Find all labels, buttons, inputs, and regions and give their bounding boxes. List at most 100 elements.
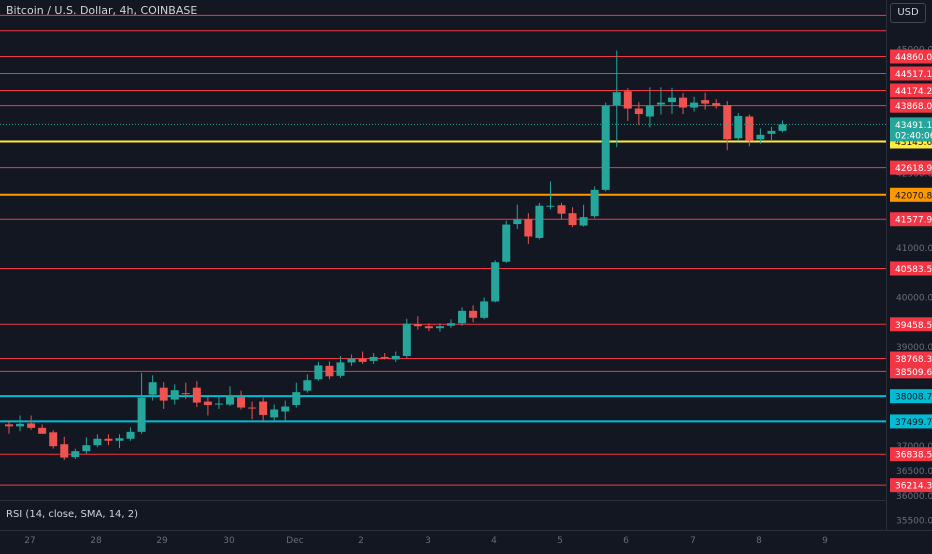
time-tick-label: 4 <box>491 536 497 546</box>
candle-body <box>170 390 179 400</box>
candle-body <box>679 97 688 108</box>
level-tag-bg <box>890 351 932 366</box>
candle-body <box>668 97 676 103</box>
candle-body <box>115 438 124 441</box>
time-axis[interactable]: 27 28 29 30 Dec 2 3 4 5 6 7 8 9 <box>24 536 828 546</box>
candle-body <box>358 358 367 362</box>
time-tick-label: 3 <box>425 536 431 546</box>
level-tag-label: 43145.61 <box>895 138 932 148</box>
candle-body <box>82 445 91 452</box>
candle-body <box>458 310 467 324</box>
time-tick-label: Dec <box>286 536 303 546</box>
candle-body <box>568 213 577 226</box>
candles <box>5 50 787 461</box>
candle-body <box>60 444 69 458</box>
time-tick-label: 2 <box>358 536 364 546</box>
rsi-indicator-label[interactable]: RSI (14, close, SMA, 14, 2) <box>6 509 139 520</box>
candle-body <box>557 205 566 214</box>
level-tag-label: 44174.22 <box>895 87 932 97</box>
symbol-title[interactable]: Bitcoin / U.S. Dollar, 4h, COINBASE <box>6 4 198 17</box>
level-tag-bg <box>890 49 932 64</box>
candle-body <box>424 326 433 329</box>
price-tick-label: 39000.00 <box>896 343 932 353</box>
candle-body <box>634 108 643 115</box>
candle-body <box>656 102 665 105</box>
candle-body <box>214 403 223 405</box>
candle-body <box>126 431 135 439</box>
candle-body <box>756 134 765 140</box>
level-tag-bg <box>890 212 932 227</box>
time-tick-label: 6 <box>623 536 629 546</box>
candle-body <box>701 100 710 104</box>
candle-body <box>336 362 345 376</box>
level-tag-bg <box>890 317 932 332</box>
level-tag-label: 37499.79 <box>895 418 932 428</box>
candle-body <box>734 115 743 139</box>
currency-button[interactable]: USD <box>890 3 926 23</box>
price-tick-label: 36500.00 <box>896 467 932 477</box>
level-tag-bg <box>890 414 932 429</box>
level-tag-bg <box>890 364 932 379</box>
candle-body <box>314 365 323 380</box>
candle-body <box>137 397 146 432</box>
time-tick-label: 28 <box>90 536 102 546</box>
time-tick-label: 29 <box>156 536 168 546</box>
level-tag-bg <box>890 447 932 462</box>
candle-body <box>513 219 522 225</box>
level-tag-label: 40583.55 <box>895 265 932 275</box>
candle-body <box>712 103 721 107</box>
candle-body <box>380 356 389 359</box>
level-tag-bg <box>890 187 932 202</box>
candle-body <box>469 310 478 318</box>
level-tag-label: 38509.66 <box>895 368 932 378</box>
level-tag-bg <box>890 98 932 113</box>
candle-body <box>292 392 301 406</box>
candle-body <box>623 91 632 109</box>
level-tag-label: 36214.37 <box>895 482 932 492</box>
level-tag-label: 38768.33 <box>895 355 932 365</box>
candle-body <box>93 438 102 446</box>
time-tick-label: 27 <box>24 536 35 546</box>
candle-body <box>325 365 334 377</box>
price-tick-label: 41000.00 <box>896 244 932 254</box>
candle-body <box>535 205 544 238</box>
level-tag-label: 39458.57 <box>895 321 932 331</box>
candle-body <box>192 387 201 403</box>
level-tag-bg <box>890 66 932 81</box>
level-tag-bg <box>890 83 932 98</box>
candle-body <box>104 438 113 441</box>
candle-body <box>226 395 234 405</box>
last-price-value: 43491.13 <box>895 121 932 131</box>
candle-body <box>435 326 444 329</box>
candle-body <box>248 407 257 409</box>
candle-body <box>369 356 378 361</box>
candle-body <box>723 105 732 140</box>
candle-body <box>159 387 168 401</box>
time-tick-label: 9 <box>822 536 828 546</box>
level-tag-bg <box>890 261 932 276</box>
price-tick-label: 37000.00 <box>896 442 932 452</box>
candle-body <box>27 423 36 428</box>
level-tag-bg <box>890 478 932 493</box>
level-tag-label: 36838.50 <box>895 451 932 461</box>
candle-body <box>447 323 455 326</box>
candle-body <box>579 217 588 226</box>
candle-body <box>148 382 157 395</box>
candle-body <box>16 423 25 427</box>
candle-body <box>402 323 411 356</box>
candle-body <box>778 124 787 131</box>
candle-body <box>491 262 500 302</box>
candle-body <box>546 205 555 207</box>
level-tag-bg <box>890 160 932 175</box>
horizontal-levels <box>0 14 886 486</box>
time-tick-label: 5 <box>557 536 563 546</box>
time-tick-label: 7 <box>690 536 696 546</box>
candle-body <box>281 406 290 412</box>
level-tag-label: 38008.72 <box>895 393 932 403</box>
candle-body <box>270 409 279 418</box>
level-tag-label: 43868.05 <box>895 102 932 112</box>
level-tag-label: 42618.91 <box>895 164 932 174</box>
